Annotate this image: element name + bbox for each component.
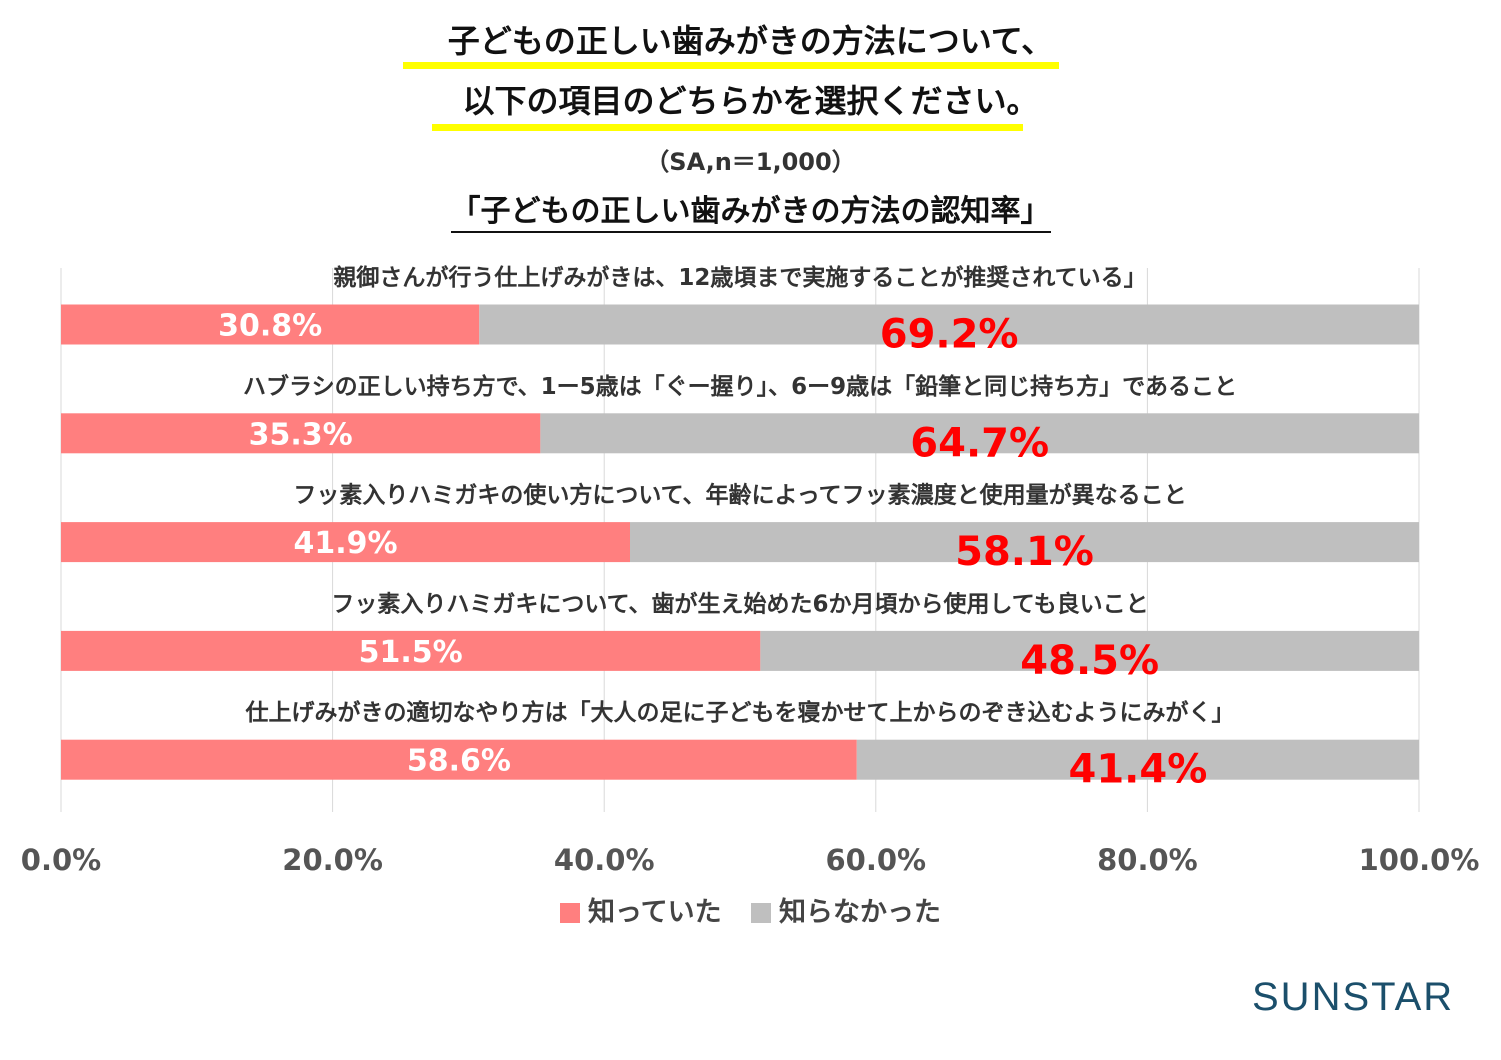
bar-didnt-know — [479, 304, 1419, 345]
bar-knew — [61, 739, 857, 780]
legend-label-knew: 知っていた — [587, 897, 722, 928]
x-tick-label: 0.0% — [21, 843, 101, 877]
bar-knew — [61, 630, 761, 671]
x-tick-label: 40.0% — [554, 843, 655, 877]
data-label-didnt-know: 48.5% — [1020, 638, 1159, 684]
bar-knew — [61, 413, 541, 454]
bar-didnt-know — [540, 413, 1419, 454]
sample-size: （SA,n＝1,000） — [645, 148, 856, 176]
category-label: ハブラシの正しい持ち方で、1ー5歳は「ぐー握り」、6ー9歳は「鉛筆と同じ持ち方」… — [243, 373, 1237, 400]
category-label: 親御さんが行う仕上げみがきは、12歳頃まで実施することが推奨されている」 — [333, 264, 1146, 291]
title-highlight-1 — [403, 62, 1059, 69]
x-tick-label: 100.0% — [1359, 843, 1480, 877]
data-label-didnt-know: 58.1% — [955, 529, 1094, 575]
title-highlight-2 — [432, 124, 1023, 131]
x-tick-label: 60.0% — [825, 843, 926, 877]
data-label-knew: 30.8% — [218, 309, 322, 344]
bar-didnt-know — [760, 630, 1419, 671]
chart-title-text: 「子どもの正しい歯みがきの方法の認知率」 — [450, 194, 1051, 233]
page-title-line-1: 子どもの正しい歯みがきの方法について、 — [447, 22, 1054, 60]
category-label: フッ素入りハミガキについて、歯が生え始めた6か月頃から使用しても良いこと — [331, 590, 1148, 617]
data-label-knew: 58.6% — [407, 744, 511, 779]
x-tick-label: 80.0% — [1097, 843, 1198, 877]
bar-knew — [61, 522, 631, 563]
data-label-didnt-know: 64.7% — [910, 420, 1049, 466]
data-label-knew: 51.5% — [359, 635, 463, 670]
data-label-knew: 35.3% — [249, 417, 353, 452]
legend: 知っていた 知らなかった — [0, 890, 1501, 929]
data-label-didnt-know: 69.2% — [880, 312, 1019, 358]
category-label: 仕上げみがきの適切なやり方は「大人の足に子どもを寝かせて上からのぞき込むようにみ… — [245, 699, 1235, 726]
bar-didnt-know — [856, 739, 1419, 780]
legend-swatch-didnt-know — [751, 903, 772, 923]
bar-didnt-know — [630, 522, 1419, 563]
legend-swatch-knew — [559, 903, 580, 923]
data-label-knew: 41.9% — [293, 526, 397, 561]
page-title-line-2: 以下の項目のどちらかを選択ください。 — [462, 82, 1039, 120]
x-tick-label: 20.0% — [282, 843, 383, 877]
legend-item-knew: 知っていた — [559, 890, 722, 929]
sunstar-logo: SUNSTAR — [1252, 975, 1455, 1019]
legend-label-didnt-know: 知らなかった — [779, 897, 942, 928]
category-label: フッ素入りハミガキの使い方について、年齢によってフッ素濃度と使用量が異なること — [293, 482, 1186, 509]
data-label-didnt-know: 41.4% — [1069, 747, 1208, 793]
chart-title: 「子どもの正しい歯みがきの方法の認知率」 — [0, 186, 1501, 233]
legend-item-didnt-know: 知らなかった — [751, 890, 941, 929]
bar-knew — [61, 304, 480, 345]
